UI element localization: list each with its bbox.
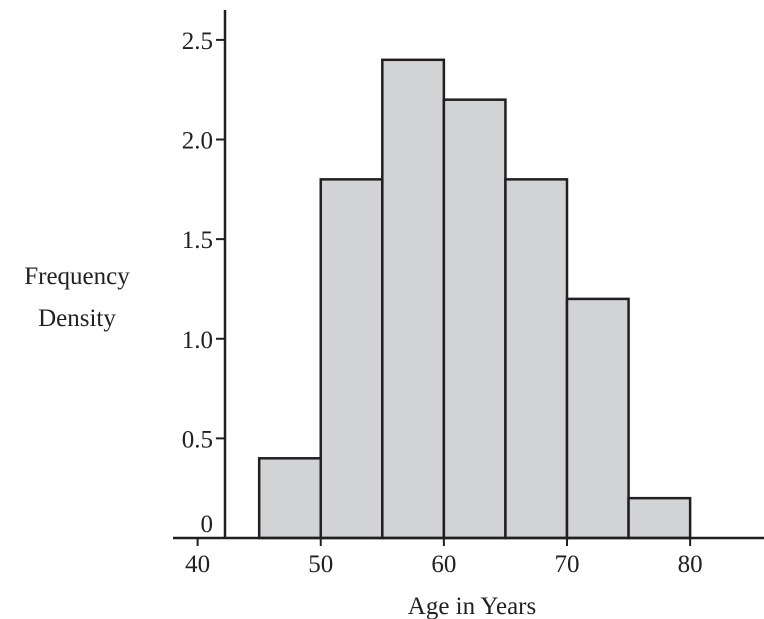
y-tick-label: 2.0 <box>182 128 213 155</box>
histogram-bar-55-60 <box>381 58 446 540</box>
x-tick-label: 70 <box>555 551 580 578</box>
histogram-bar-65-70 <box>504 178 569 540</box>
bars-group <box>257 58 692 540</box>
histogram-bar-50-55 <box>319 178 384 540</box>
x-tick-label: 60 <box>431 551 456 578</box>
y-tick-label: 2.5 <box>182 28 213 55</box>
histogram-bar-60-65 <box>442 98 507 540</box>
y-tick-label: 0.5 <box>182 426 213 453</box>
x-tick-label: 80 <box>678 551 703 578</box>
histogram-bar-75-80 <box>627 496 692 540</box>
histogram-bar-45-50 <box>257 457 322 540</box>
x-ticks-group: 40 50 60 70 80 <box>185 538 703 578</box>
histogram-bar-70-75 <box>565 297 630 540</box>
y-ticks-group: 0 0.5 1.0 1.5 2.0 2.5 <box>182 28 225 538</box>
y-axis-title-line-2: Density <box>38 305 116 332</box>
x-tick-label: 50 <box>308 551 333 578</box>
x-axis-title: Age in Years <box>408 593 536 619</box>
y-tick-label: 1.0 <box>182 327 213 354</box>
y-tick-label: 0 <box>201 511 214 538</box>
x-tick-label: 40 <box>185 551 210 578</box>
y-tick-label: 1.5 <box>182 227 213 254</box>
y-axis-title-line-1: Frequency <box>24 263 130 290</box>
